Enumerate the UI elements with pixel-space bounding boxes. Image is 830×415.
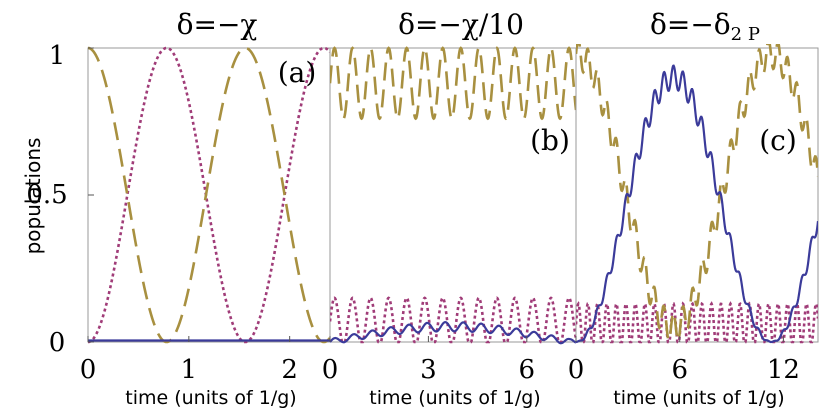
x-tick-label: 3 (420, 355, 437, 385)
x-tick-label: 0 (568, 355, 585, 385)
x-axis-label: time (units of 1/g) (369, 387, 540, 409)
panel-title: δ=−χ (177, 8, 258, 41)
y-axis-label: populations (21, 138, 45, 255)
plot-frame (575, 47, 819, 343)
x-tick-label: 6 (519, 355, 536, 385)
series-dashed (88, 46, 330, 344)
x-tick-label: 1 (181, 355, 198, 385)
y-tick-1: 1 (49, 41, 66, 71)
plot-frame (87, 47, 331, 343)
x-tick-label: 0 (80, 355, 97, 385)
series-dotted (576, 301, 818, 344)
y-tick-0: 0 (49, 328, 66, 358)
series-dashed (576, 44, 818, 343)
y-tick-0.5: 0.5 (26, 180, 67, 210)
panel-letter: (c) (759, 124, 797, 157)
series-dashed (330, 46, 576, 121)
series-solid (576, 64, 818, 344)
panel-letter: (b) (530, 124, 570, 157)
x-tick-label: 2 (281, 355, 298, 385)
x-tick-label: 0 (322, 355, 339, 385)
series-solid (330, 321, 576, 345)
x-axis-label: time (units of 1/g) (125, 387, 296, 409)
x-tick-label: 12 (767, 355, 800, 385)
panel-title: δ=−δ2 P (650, 8, 760, 45)
panel-title: δ=−χ/10 (398, 8, 524, 41)
panel-letter: (a) (278, 56, 317, 89)
series-dotted (88, 46, 330, 344)
x-tick-label: 6 (671, 355, 688, 385)
x-axis-label: time (units of 1/g) (613, 387, 784, 409)
